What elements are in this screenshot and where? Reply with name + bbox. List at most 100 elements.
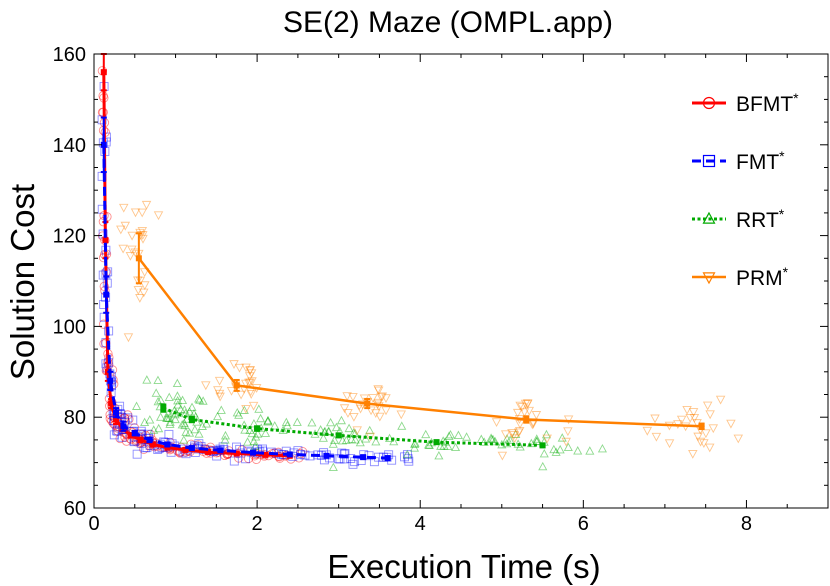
y-tick-label: 160 [53,44,86,66]
sample-point [130,248,141,258]
sample-point [371,436,381,446]
sample-point [244,372,255,382]
sample-point [179,405,190,414]
sample-point [338,435,348,445]
sample-point [328,462,338,472]
sample-point [115,401,125,411]
mean-point [120,423,127,430]
sample-point [371,409,381,419]
sample-point [381,406,391,416]
sample-point [170,414,180,424]
sample-point [539,448,549,458]
sample-point [270,421,280,430]
sample-point [355,404,366,414]
sample-point [488,434,498,444]
sample-point [247,377,257,387]
sample-point [439,441,449,450]
x-tick-label: 0 [88,513,99,535]
sample-point [365,425,375,435]
x-axis-label: Execution Time (s) [327,548,600,585]
sample-point [180,420,190,430]
sample-point [170,409,180,419]
sample-point [515,420,525,429]
sample-point [138,234,148,244]
sample-point [132,401,142,410]
sample-point [101,132,111,142]
mean-point [103,291,110,298]
y-axis-label: Solution Cost [4,184,41,380]
sample-point [246,390,256,399]
sample-point [343,409,353,418]
sample-point [451,442,461,452]
sample-point [250,441,260,450]
sample-point [245,366,256,375]
mean-point [250,449,257,456]
sample-point [234,410,244,419]
sample-point [555,444,565,454]
plot-frame [93,53,829,509]
sample-point [688,408,699,417]
sample-point [685,413,695,423]
sample-point [97,115,107,125]
sample-point [281,417,291,427]
mean-point [523,416,530,423]
sample-point [397,421,407,430]
sample-point [154,423,164,433]
sample-point [436,441,446,450]
sample-point [179,435,189,444]
sample-point [214,376,225,386]
sample-point [123,413,133,423]
sample-point [491,418,502,428]
sample-point [522,400,533,409]
sample-point [502,434,512,443]
sample-point [278,425,288,434]
mean-point [217,447,224,454]
sample-point [563,415,574,425]
sample-point [708,424,719,434]
sample-point [403,454,413,464]
sample-point [519,408,530,418]
sample-point [373,385,383,395]
sample-point [512,408,523,418]
sample-point [381,394,391,404]
sample-point [348,392,358,402]
sample-point [324,426,334,436]
series-line [137,257,702,428]
sample-point [239,405,249,414]
mean-point [188,445,195,452]
sample-point [549,444,559,454]
mean-point [698,423,705,430]
mean-point [113,409,120,416]
sample-point [118,244,128,254]
sample-point [243,437,253,446]
sample-point [193,440,203,450]
sample-point [197,421,207,430]
sample-point [220,435,230,444]
mean-point [323,452,330,459]
sample-point [704,443,715,453]
sample-point [336,415,347,425]
sample-point [479,437,489,446]
sample-point [101,359,111,369]
sample-point [509,430,519,440]
sample-point [165,419,175,428]
sample-point [505,435,515,444]
sample-point [339,449,349,459]
sample-point [701,429,711,439]
sample-point [462,432,472,441]
x-tick-label: 6 [578,513,589,535]
sample-point [190,424,200,434]
sample-point [524,406,535,416]
sample-point [192,417,202,426]
sample-point [346,454,356,463]
sample-point [689,413,700,423]
sample-point [541,429,551,439]
sample-point [376,392,386,402]
sample-point [220,430,231,440]
sample-point [142,375,152,384]
sample-point [339,404,350,414]
sample-point [421,429,431,439]
sample-point [164,413,174,422]
sample-point [163,408,173,418]
